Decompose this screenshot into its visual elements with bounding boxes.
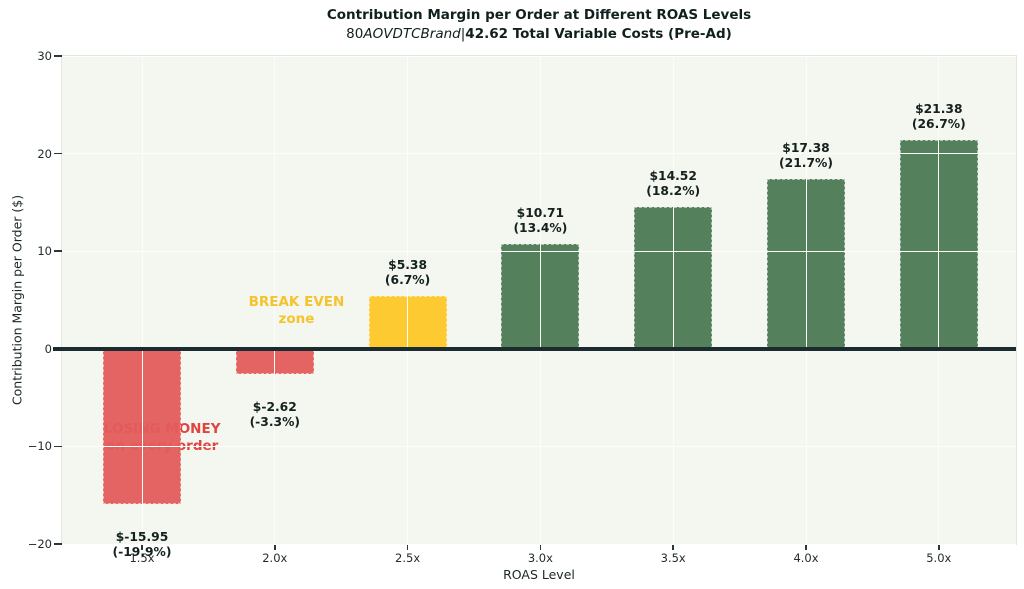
annotation-line: BREAK EVEN xyxy=(248,293,345,310)
x-tick-mark xyxy=(805,544,807,550)
bar-dollar-value: $5.38 xyxy=(388,258,428,273)
x-tick-mark xyxy=(141,544,143,550)
y-tick-mark xyxy=(54,55,62,57)
zero-axis-line xyxy=(53,347,1016,351)
y-tick-mark xyxy=(54,543,62,545)
bar-dollar-value: $-2.62 xyxy=(252,400,297,415)
v-gridline xyxy=(805,56,807,544)
y-tick-mark xyxy=(54,445,62,448)
subtitle-segment: | xyxy=(460,26,466,42)
bar-dollar-value: $-15.95 xyxy=(115,530,169,545)
subtitle-segment: 42.62 Total Variable Costs (Pre-Ad) xyxy=(465,26,732,42)
y-tick-label: 30 xyxy=(37,49,52,63)
y-axis-title: Contribution Margin per Order ($) xyxy=(9,194,25,406)
v-gridline xyxy=(141,56,143,544)
bar-dollar-value: $10.71 xyxy=(516,206,565,221)
v-gridline xyxy=(274,56,276,544)
bar-percent-value: (-19.9%) xyxy=(112,545,172,560)
bar-dollar-value: $21.38 xyxy=(915,102,963,117)
x-tick-label: 3.5x xyxy=(660,551,686,565)
plot-area: $-15.95 (-19.9%) $-2.62 (-3.3%) $5.38 (6.7%) $… xyxy=(10,49,1017,582)
v-gridline xyxy=(539,56,541,544)
x-tick-label: 1.5x xyxy=(129,551,155,565)
bar-percent-value: (18.2%) xyxy=(646,184,701,199)
chart-subtitle: 80AOVDTCBrand|42.62 Total Variable Costs… xyxy=(62,25,1016,44)
bar-value-label: $14.52 (18.2%) xyxy=(618,169,728,199)
y-tick-mark xyxy=(54,250,62,252)
x-axis-title: ROAS Level xyxy=(503,567,575,582)
bar-dollar-value: $14.52 xyxy=(649,169,697,184)
x-tick-mark xyxy=(672,544,674,550)
annotation-break-even: BREAK EVEN zone xyxy=(249,294,345,328)
x-tick-label: 2.0x xyxy=(262,551,288,565)
h-gridline xyxy=(62,153,1016,155)
h-gridline xyxy=(62,55,1016,57)
y-tick-label: 20 xyxy=(37,146,52,161)
chart-title: Contribution Margin per Order at Differe… xyxy=(326,7,752,23)
bar-value-label: $-2.62 (-3.3%) xyxy=(220,400,330,430)
x-tick-mark xyxy=(938,544,940,550)
y-tick-label: −20 xyxy=(27,537,52,551)
y-tick-mark xyxy=(54,152,62,155)
bar-percent-value: (-3.3%) xyxy=(249,415,301,430)
subtitle-segment: 80 xyxy=(346,26,364,42)
x-tick-mark xyxy=(274,544,276,550)
bar-percent-value: (21.7%) xyxy=(779,156,833,171)
h-gridline xyxy=(62,250,1016,252)
bar-value-label: $-15.95 (-19.9%) xyxy=(87,530,197,560)
bar-value-label: $5.38 (6.7%) xyxy=(353,258,463,288)
bar-value-label: $17.38 (21.7%) xyxy=(751,141,861,171)
bar-percent-value: (6.7%) xyxy=(384,273,431,288)
subtitle-segment: AOVDTCBrand xyxy=(363,26,461,42)
v-gridline xyxy=(672,56,674,544)
bar-value-label: $21.38 (26.7%) xyxy=(884,102,994,132)
bar-dollar-value: $17.38 xyxy=(782,141,830,156)
y-tick-label: −10 xyxy=(27,439,52,454)
bar-percent-value: (13.4%) xyxy=(513,221,568,236)
chart-titles: Contribution Margin per Order at Differe… xyxy=(62,0,1016,44)
y-tick-label: 10 xyxy=(37,244,52,259)
y-tick-label: 0 xyxy=(44,341,52,356)
h-gridline xyxy=(62,445,1016,447)
bar-percent-value: (26.7%) xyxy=(911,117,966,132)
x-tick-label: 4.0x xyxy=(793,551,819,565)
x-tick-label: 5.0x xyxy=(926,551,952,565)
v-gridline xyxy=(407,56,409,544)
h-gridline xyxy=(62,543,1016,545)
x-tick-mark xyxy=(406,544,409,550)
x-tick-mark xyxy=(539,544,542,550)
annotation-line: zone xyxy=(278,310,315,327)
x-tick-label: 2.5x xyxy=(395,551,421,565)
v-gridline xyxy=(938,56,940,544)
x-tick-label: 3.0x xyxy=(527,551,553,565)
bar-value-label: $10.71 (13.4%) xyxy=(485,206,595,236)
